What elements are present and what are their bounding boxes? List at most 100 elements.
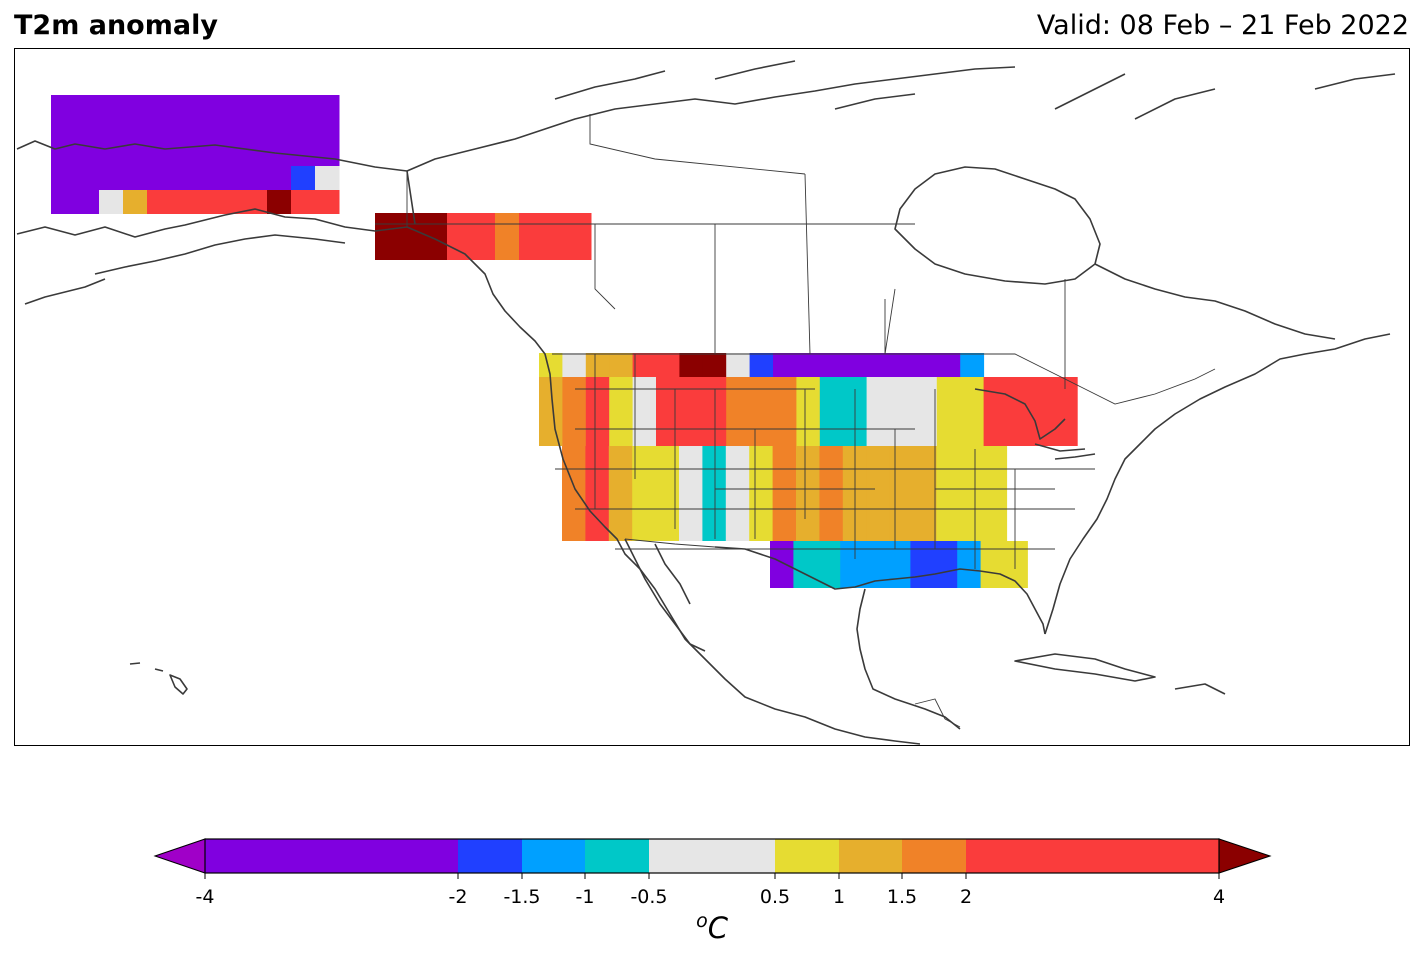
arctic-coastline [406,66,1336,340]
anomaly-cell [471,213,496,260]
anomaly-cell [980,541,1028,588]
anomaly-cell [889,446,914,541]
anomaly-cell [99,95,124,166]
anomaly-cell [749,353,774,377]
central-america-borders [914,698,961,728]
colorbar-tick-label: 1.5 [887,886,917,908]
colorbar-bin [839,839,902,873]
colorbar-unit-base: o [696,910,708,932]
anomaly-cell [567,213,592,260]
anomaly-cell [267,166,292,190]
anomaly-cell [655,446,680,541]
colorbar-unit-sup: C [708,911,729,945]
colorbar-bin [585,839,649,873]
anomaly-cell [585,446,610,541]
colorbar-bin [966,839,1219,873]
anomaly-cell [983,377,1008,446]
colorbar-tick-label: -0.5 [630,886,667,908]
anomaly-cell [679,377,704,446]
anomaly-cell [123,166,148,190]
us-state-borders [555,354,1095,569]
gulf-coastline [714,546,1046,730]
hawaii-islands [129,662,188,695]
anomaly-cell [913,377,938,446]
anomaly-cell [219,190,244,214]
anomaly-cell [983,446,1008,541]
anomaly-cell [315,166,340,190]
anomaly-cell [123,95,148,166]
map-title: T2m anomaly [14,10,218,41]
anomaly-cell [585,377,610,446]
colorbar-bin [902,839,966,873]
anomaly-cell [243,166,268,190]
anomaly-cell [960,353,985,377]
anomaly-cell [913,446,937,541]
cuba-coastline [1014,653,1226,695]
canadian-province-borders [589,114,1066,389]
political-borders [375,114,1216,728]
anomaly-cell [936,377,961,446]
colorbar-bin [649,839,775,873]
anomaly-cell [171,95,196,166]
anomaly-cell [147,166,172,190]
anomaly-cell [819,446,844,541]
anomaly-cell [702,353,727,377]
colorbar-tick-label: 2 [960,886,972,908]
anomaly-cell [562,377,587,446]
anomaly-cell [315,190,340,214]
colorbar-bin [458,839,522,873]
anomaly-cell [267,95,292,166]
anomaly-cell [959,446,984,541]
anomaly-cell [585,353,610,377]
colorbar-tick-label: 1 [833,886,845,908]
atlantic-coastline [1044,333,1391,635]
us-canada-border [375,171,1216,405]
anomaly-cell [543,213,568,260]
anomaly-cell [51,166,76,190]
anomaly-cell [539,353,563,377]
anomaly-cell [819,353,844,377]
valid-date-range: Valid: 08 Feb – 21 Feb 2022 [1036,10,1409,41]
alaska-coastline [16,140,416,305]
anomaly-cell [632,377,657,446]
anomaly-cell [773,353,797,377]
anomaly-cell [423,213,448,260]
anomaly-cell [195,190,220,214]
anomaly-cell [866,353,891,377]
anomaly-cell [936,446,961,541]
great-lakes [974,388,1096,460]
colorbar-bin [205,839,458,873]
map-outlines [16,60,1396,745]
colorbar-bins [205,839,1219,873]
colorbar-over-arrow [1218,838,1272,874]
anomaly-cell [656,353,680,377]
anomaly-cell [375,213,400,260]
anomaly-cell [75,190,100,214]
anomaly-cell [399,213,424,260]
anomaly-cell [171,190,196,214]
anomaly-cell [99,190,124,214]
colorbar-ticks: -4 -2 -1.5 -1 -0.5 0.5 1 1.5 2 4 [196,873,1225,908]
anomaly-cell [702,446,727,541]
anomaly-cell [171,166,196,190]
anomaly-cell [749,446,774,541]
anomaly-cell [608,446,633,541]
us-mexico-border [624,538,716,548]
anomaly-cell [866,377,891,446]
baja-coastline [624,538,706,652]
anomaly-cell [656,377,680,446]
anomaly-cell [75,166,100,190]
colorbar-under-arrow [153,838,206,874]
anomaly-cell [51,190,76,214]
anomaly-cell [609,377,634,446]
anomaly-cell [539,377,563,446]
colorbar-unit: oC [696,910,729,945]
anomaly-cell [195,166,220,190]
map-panel [14,48,1410,746]
anomaly-cell [913,353,938,377]
anomaly-cell [562,446,586,541]
anomaly-cell [291,190,316,214]
anomaly-cell [495,213,520,260]
pacific-coastline [406,226,921,745]
anomaly-cell [632,353,657,377]
